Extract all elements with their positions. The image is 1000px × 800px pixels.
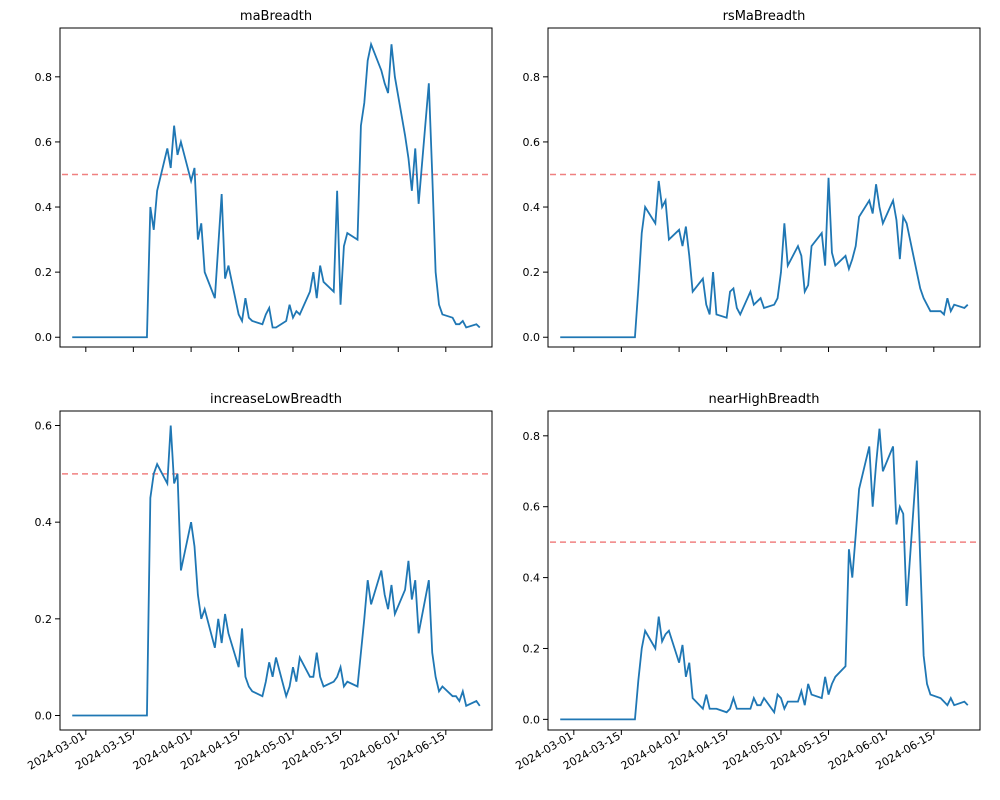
y-tick-label: 0.8 (35, 71, 53, 84)
y-tick-label: 0.2 (35, 266, 53, 279)
y-tick-label: 0.6 (523, 501, 541, 514)
data-series (560, 178, 968, 338)
y-tick-label: 0.4 (523, 201, 541, 214)
y-tick-label: 0.0 (35, 710, 53, 723)
chart-title: maBreadth (240, 9, 312, 24)
panel-nearHighBreadth: nearHighBreadth0.00.20.40.60.82024-03-01… (513, 392, 980, 773)
chart-title: nearHighBreadth (709, 392, 820, 407)
axes-frame (548, 28, 980, 347)
y-tick-label: 0.8 (523, 71, 541, 84)
chart-title: rsMaBreadth (723, 9, 806, 24)
y-tick-label: 0.4 (35, 516, 53, 529)
y-tick-label: 0.0 (523, 331, 541, 344)
data-series (72, 44, 480, 337)
axes-frame (548, 411, 980, 730)
panel-increaseLowBreadth: increaseLowBreadth0.00.20.40.62024-03-01… (25, 392, 492, 773)
chart-grid: maBreadth 0.0 0.2 0.4 0.6 0.8 rsMaBreadth 0.0 0.… (0, 0, 1000, 800)
data-series (560, 429, 968, 720)
panel-rsMaBreadth: rsMaBreadth 0.0 0.2 0.4 0.6 0.8 (523, 9, 981, 352)
y-tick-label: 0.8 (523, 430, 541, 443)
data-series (72, 426, 480, 716)
y-tick-label: 0.4 (523, 572, 541, 585)
y-tick-label: 0.0 (523, 713, 541, 726)
y-tick-label: 0.4 (35, 201, 53, 214)
y-tick-label: 0.0 (35, 331, 53, 344)
y-tick-label: 0.2 (523, 642, 541, 655)
y-tick-label: 0.2 (35, 613, 53, 626)
y-tick-label: 0.2 (523, 266, 541, 279)
y-tick-label: 0.6 (523, 136, 541, 149)
chart-title: increaseLowBreadth (210, 392, 342, 407)
axes-frame (60, 28, 492, 347)
panel-maBreadth: maBreadth 0.0 0.2 0.4 0.6 0.8 (35, 9, 493, 352)
axes-frame (60, 411, 492, 730)
y-tick-label: 0.6 (35, 136, 53, 149)
y-tick-label: 0.6 (35, 420, 53, 433)
